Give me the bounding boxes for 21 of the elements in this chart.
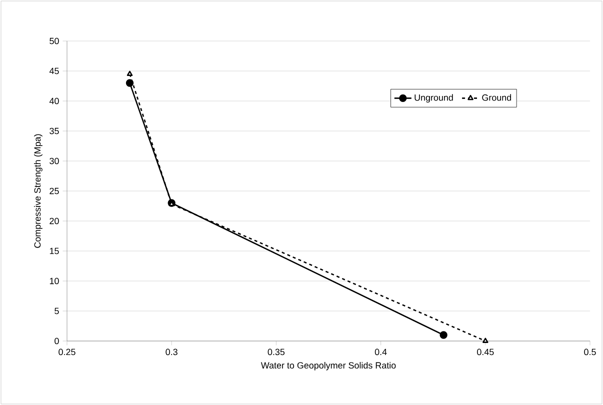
x-tick-label: 0.3 bbox=[166, 348, 178, 356]
y-tick-label: 20 bbox=[50, 218, 59, 224]
x-tick-label: 0.4 bbox=[374, 348, 387, 356]
x-tick-label: 0.5 bbox=[584, 348, 596, 356]
x-tick-label: 0.35 bbox=[268, 348, 285, 356]
y-tick-label: 10 bbox=[50, 278, 59, 284]
legend-label: Ground bbox=[482, 94, 512, 101]
x-tick-label: 0.25 bbox=[58, 348, 76, 356]
legend-label: Unground bbox=[414, 94, 453, 103]
y-tick-label: 40 bbox=[49, 98, 59, 104]
y-tick-label: 15 bbox=[50, 248, 59, 254]
x-axis-title: Water to Geopolymer Solids Ratio bbox=[260, 362, 396, 370]
y-tick-label: 30 bbox=[50, 158, 59, 164]
y-tick-label: 25 bbox=[50, 188, 59, 194]
y-tick-label: 5 bbox=[54, 308, 59, 314]
y-tick-label: 50 bbox=[50, 38, 59, 44]
x-tick-label: 0.45 bbox=[477, 348, 494, 356]
y-tick-label: 35 bbox=[50, 128, 59, 134]
y-tick-label: 0 bbox=[54, 338, 59, 344]
y-tick-label: 45 bbox=[49, 68, 59, 74]
y-axis-title: Compressive Strength (Mpa) bbox=[34, 134, 42, 248]
